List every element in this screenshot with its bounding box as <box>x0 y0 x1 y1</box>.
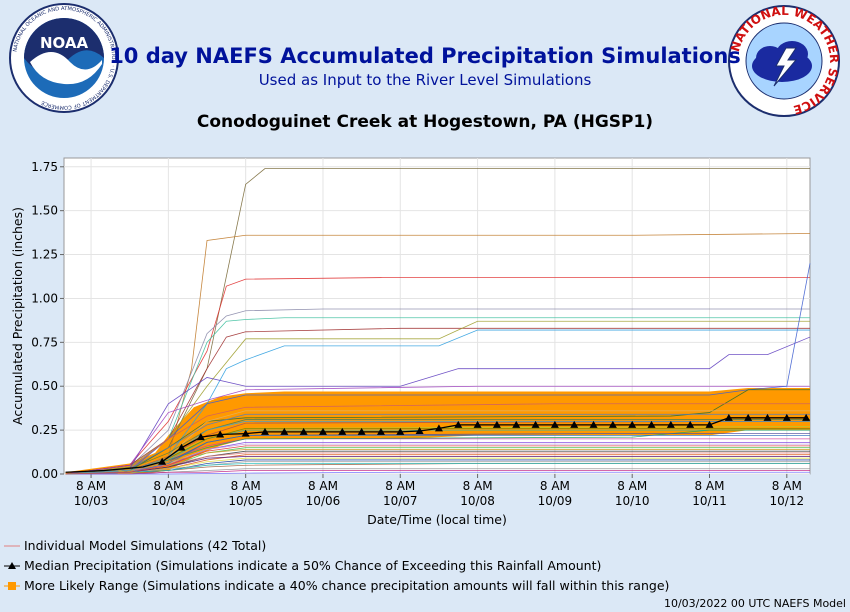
median-marker <box>241 429 250 437</box>
y-tick-label: 1.75 <box>31 160 58 174</box>
median-marker <box>744 413 753 421</box>
median-marker <box>705 420 714 428</box>
individual-line-swatch <box>4 545 20 546</box>
median-line-swatch <box>4 561 20 569</box>
x-tick-date: 10/09 <box>538 494 573 508</box>
median-marker <box>570 420 579 428</box>
x-tick-label: 8 AM <box>385 479 415 493</box>
median-marker <box>299 427 308 435</box>
median-marker <box>550 420 559 428</box>
simulation-line <box>65 389 810 475</box>
x-axis-label: Date/Time (local time) <box>367 512 507 527</box>
location-title: Conodoguinet Creek at Hogestown, PA (HGS… <box>196 112 654 132</box>
y-tick-label: 0.50 <box>31 379 58 393</box>
x-tick-date: 10/12 <box>770 494 805 508</box>
simulation-line <box>65 385 810 475</box>
median-marker <box>782 413 791 421</box>
simulation-line <box>65 327 810 475</box>
x-tick-date: 10/07 <box>383 494 418 508</box>
y-tick-label: 0.25 <box>31 423 58 437</box>
legend-median: Median Precipitation (Simulations indica… <box>4 558 601 573</box>
legend-range: More Likely Range (Simulations indicate … <box>4 578 669 593</box>
median-marker <box>216 430 225 438</box>
noaa-logo-text: NOAA <box>40 34 89 52</box>
chart-subtitle: Used as Input to the River Level Simulat… <box>258 71 592 89</box>
legend-individual: Individual Model Simulations (42 Total) <box>4 538 266 553</box>
median-marker <box>763 413 772 421</box>
noaa-logo: NOAA NATIONAL OCEANIC AND ATMOSPHERIC AD… <box>9 3 119 113</box>
x-tick-date: 10/08 <box>460 494 495 508</box>
y-tick-label: 0.75 <box>31 335 58 349</box>
median-marker <box>802 413 811 421</box>
y-tick-label: 1.50 <box>31 204 58 218</box>
simulation-line <box>65 471 810 475</box>
median-marker <box>686 420 695 428</box>
median-marker <box>260 427 269 435</box>
median-marker <box>666 420 675 428</box>
median-marker <box>177 443 186 451</box>
median-marker <box>434 424 443 432</box>
x-tick-date: 10/03 <box>74 494 109 508</box>
x-tick-label: 8 AM <box>694 479 724 493</box>
x-tick-label: 8 AM <box>540 479 570 493</box>
chart-title: 10 day NAEFS Accumulated Precipitation S… <box>109 44 741 68</box>
x-tick-date: 10/04 <box>151 494 186 508</box>
simulation-line <box>65 336 811 475</box>
median-marker <box>589 420 598 428</box>
legend-median-label: Median Precipitation (Simulations indica… <box>24 558 602 573</box>
x-tick-label: 8 AM <box>617 479 647 493</box>
median-marker <box>396 427 405 435</box>
median-marker <box>628 420 637 428</box>
median-marker <box>338 427 347 435</box>
median-marker <box>531 420 540 428</box>
y-tick-label: 0.00 <box>31 467 58 481</box>
y-tick-label: 1.00 <box>31 291 58 305</box>
precipitation-chart: 0.000.250.500.751.001.251.501.758 AM10/0… <box>10 157 811 527</box>
range-swatch <box>4 581 20 590</box>
simulation-line <box>65 320 810 475</box>
median-marker <box>376 427 385 435</box>
x-tick-label: 8 AM <box>153 479 183 493</box>
median-marker <box>647 420 656 428</box>
simulation-line <box>65 263 811 475</box>
x-tick-label: 8 AM <box>463 479 493 493</box>
x-tick-label: 8 AM <box>772 479 802 493</box>
legend-range-label: More Likely Range (Simulations indicate … <box>24 578 670 593</box>
x-tick-label: 8 AM <box>231 479 261 493</box>
median-marker <box>512 420 521 428</box>
median-marker <box>608 420 617 428</box>
model-footer: 10/03/2022 00 UTC NAEFS Model <box>663 597 846 610</box>
median-marker <box>196 433 205 441</box>
x-tick-date: 10/05 <box>228 494 263 508</box>
x-tick-label: 8 AM <box>308 479 338 493</box>
x-tick-date: 10/06 <box>306 494 341 508</box>
x-tick-date: 10/10 <box>615 494 650 508</box>
y-tick-label: 1.25 <box>31 248 58 262</box>
median-marker <box>454 420 463 428</box>
median-marker <box>357 427 366 435</box>
median-marker <box>280 427 289 435</box>
median-marker <box>473 420 482 428</box>
x-tick-date: 10/11 <box>692 494 727 508</box>
median-marker <box>415 426 424 434</box>
legend-individual-label: Individual Model Simulations (42 Total) <box>24 538 267 553</box>
nws-logo: NATIONAL WEATHER SERVICE <box>728 4 841 117</box>
median-marker <box>318 427 327 435</box>
simulation-line <box>65 445 810 475</box>
median-marker <box>492 420 501 428</box>
median-marker <box>724 413 733 421</box>
x-tick-label: 8 AM <box>76 479 106 493</box>
median-marker <box>158 457 167 465</box>
y-axis-label: Accumulated Precipitation (inches) <box>10 207 25 425</box>
